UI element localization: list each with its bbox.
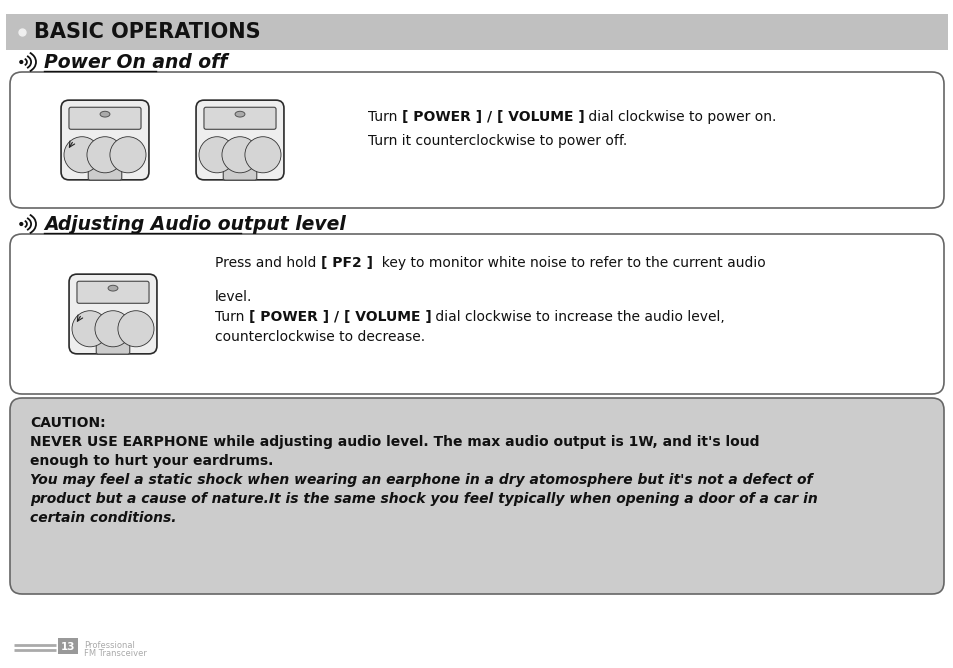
- Ellipse shape: [235, 151, 244, 159]
- Ellipse shape: [87, 137, 123, 173]
- Ellipse shape: [124, 151, 132, 159]
- Ellipse shape: [78, 151, 86, 159]
- Ellipse shape: [101, 151, 109, 159]
- Ellipse shape: [91, 142, 118, 168]
- Ellipse shape: [73, 146, 91, 163]
- Ellipse shape: [110, 137, 146, 173]
- Ellipse shape: [96, 146, 113, 163]
- Ellipse shape: [86, 325, 94, 333]
- Ellipse shape: [254, 146, 271, 163]
- Ellipse shape: [120, 146, 136, 163]
- Text: Adjusting Audio output level: Adjusting Audio output level: [44, 214, 345, 234]
- Ellipse shape: [109, 325, 117, 333]
- FancyBboxPatch shape: [6, 14, 947, 50]
- Ellipse shape: [209, 146, 225, 163]
- Bar: [58, 638, 78, 654]
- Ellipse shape: [258, 151, 267, 159]
- Ellipse shape: [132, 325, 140, 333]
- Text: certain conditions.: certain conditions.: [30, 511, 176, 525]
- Text: FM Transceiver: FM Transceiver: [84, 649, 147, 658]
- FancyBboxPatch shape: [196, 100, 284, 180]
- Text: Power On and off: Power On and off: [44, 53, 227, 71]
- Text: product but a cause of nature.It is the same shock you feel typically when openi: product but a cause of nature.It is the …: [30, 492, 817, 506]
- FancyBboxPatch shape: [10, 398, 943, 594]
- Ellipse shape: [114, 142, 141, 168]
- Text: You may feel a static shock when wearing an earphone in a dry atomosphere but it: You may feel a static shock when wearing…: [30, 473, 812, 487]
- Ellipse shape: [77, 316, 103, 342]
- Text: 13: 13: [61, 642, 75, 652]
- Ellipse shape: [71, 311, 108, 347]
- Text: Turn it counterclockwise to power off.: Turn it counterclockwise to power off.: [368, 134, 626, 148]
- Ellipse shape: [204, 142, 230, 168]
- FancyBboxPatch shape: [69, 274, 157, 354]
- Ellipse shape: [250, 142, 275, 168]
- Ellipse shape: [69, 142, 95, 168]
- Ellipse shape: [100, 112, 110, 117]
- FancyBboxPatch shape: [10, 72, 943, 208]
- Text: Turn: Turn: [214, 310, 249, 324]
- Ellipse shape: [213, 151, 221, 159]
- Ellipse shape: [234, 112, 245, 117]
- Ellipse shape: [227, 142, 253, 168]
- Ellipse shape: [118, 311, 153, 347]
- Ellipse shape: [199, 137, 234, 173]
- Ellipse shape: [95, 311, 131, 347]
- FancyBboxPatch shape: [61, 100, 149, 180]
- FancyBboxPatch shape: [10, 234, 943, 394]
- Ellipse shape: [222, 137, 257, 173]
- Text: NEVER USE EARPHONE while adjusting audio level. The max audio output is 1W, and : NEVER USE EARPHONE while adjusting audio…: [30, 435, 759, 449]
- Text: level.: level.: [214, 290, 253, 304]
- Ellipse shape: [232, 146, 248, 163]
- Text: BASIC OPERATIONS: BASIC OPERATIONS: [34, 22, 260, 42]
- Text: key to monitor white noise to refer to the current audio: key to monitor white noise to refer to t…: [373, 256, 764, 270]
- FancyBboxPatch shape: [88, 168, 122, 180]
- Text: Professional: Professional: [84, 641, 134, 650]
- Circle shape: [20, 222, 23, 225]
- Text: dial clockwise to power on.: dial clockwise to power on.: [584, 110, 776, 124]
- Text: [ POWER ] / [ VOLUME ]: [ POWER ] / [ VOLUME ]: [401, 110, 584, 124]
- Ellipse shape: [105, 321, 121, 337]
- Text: CAUTION:: CAUTION:: [30, 416, 106, 430]
- FancyBboxPatch shape: [223, 168, 256, 180]
- Text: Press and hold: Press and hold: [214, 256, 320, 270]
- FancyBboxPatch shape: [77, 281, 149, 303]
- Ellipse shape: [100, 316, 126, 342]
- Text: dial clockwise to increase the audio level,: dial clockwise to increase the audio lev…: [431, 310, 724, 324]
- Ellipse shape: [82, 321, 98, 337]
- Text: counterclockwise to decrease.: counterclockwise to decrease.: [214, 330, 425, 344]
- FancyBboxPatch shape: [204, 108, 275, 130]
- Text: Turn: Turn: [368, 110, 401, 124]
- Ellipse shape: [123, 316, 149, 342]
- FancyBboxPatch shape: [96, 342, 130, 354]
- Text: [ POWER ] / [ VOLUME ]: [ POWER ] / [ VOLUME ]: [249, 310, 431, 324]
- Text: enough to hurt your eardrums.: enough to hurt your eardrums.: [30, 454, 274, 468]
- Circle shape: [20, 61, 23, 63]
- Ellipse shape: [128, 321, 144, 337]
- Ellipse shape: [245, 137, 281, 173]
- Ellipse shape: [64, 137, 100, 173]
- FancyBboxPatch shape: [69, 108, 141, 130]
- Text: [ PF2 ]: [ PF2 ]: [320, 256, 373, 270]
- Ellipse shape: [108, 285, 118, 291]
